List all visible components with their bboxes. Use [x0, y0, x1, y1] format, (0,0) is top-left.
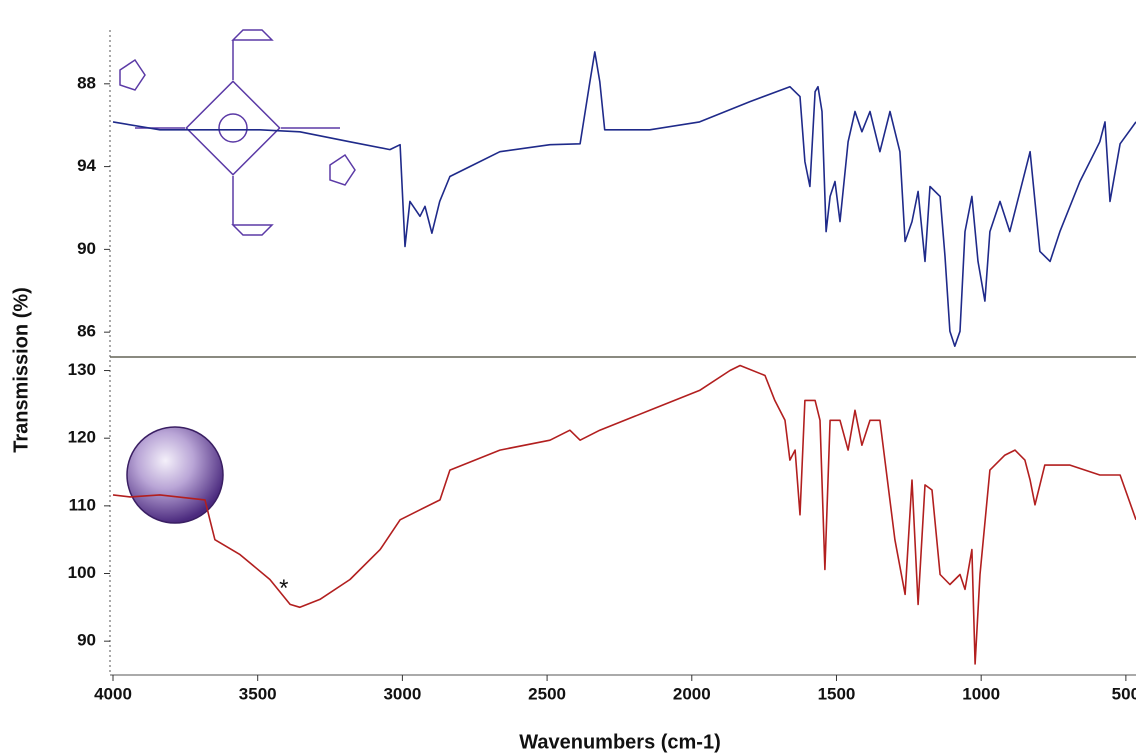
spectrum-line	[112, 51, 1136, 347]
y-tick-label: 88	[77, 73, 96, 92]
spectrum-line	[112, 364, 1136, 665]
annotation: *	[279, 575, 288, 602]
y-tick-label: 120	[68, 428, 96, 447]
y-tick-label: 100	[68, 563, 96, 582]
x-tick-label: 4000	[94, 684, 132, 703]
x-tick-label: 2500	[528, 684, 566, 703]
structure-sketch	[119, 29, 356, 236]
y-tick-label: 90	[77, 631, 96, 650]
y-tick-label: 110	[69, 495, 96, 514]
x-axis-title: Wavenumbers (cm-1)	[519, 731, 721, 753]
x-tick-label: 2000	[673, 684, 711, 703]
x-tick-label: 1500	[818, 684, 856, 703]
y-tick-label: 86	[77, 322, 96, 341]
y-axis-title: Transmission (%)	[10, 287, 32, 453]
y-tick-label: 94	[77, 156, 96, 175]
x-tick-label: 1000	[962, 684, 1000, 703]
nanoparticle-sphere	[126, 426, 224, 524]
x-tick-label: 500	[1112, 684, 1136, 703]
y-tick-label: 90	[77, 239, 96, 258]
y-tick-label: 130	[68, 360, 96, 379]
x-tick-label: 3500	[239, 684, 277, 703]
x-tick-label: 3000	[383, 684, 421, 703]
